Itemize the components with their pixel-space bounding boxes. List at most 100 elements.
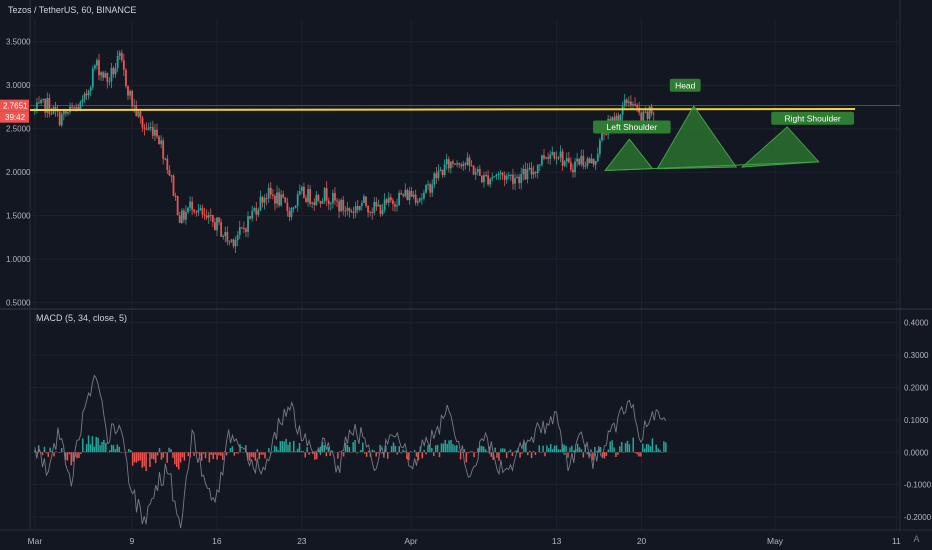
candle-body bbox=[220, 222, 223, 237]
candle-body bbox=[284, 197, 287, 203]
candle-body bbox=[226, 231, 229, 242]
time-tick-label: Apr bbox=[404, 536, 417, 546]
candle-body bbox=[414, 194, 417, 203]
candle-body bbox=[605, 134, 607, 136]
candle-body bbox=[290, 207, 293, 217]
candle-body bbox=[300, 186, 303, 191]
candle-body bbox=[50, 113, 53, 115]
candle-body bbox=[460, 164, 463, 167]
candle-body bbox=[584, 165, 587, 167]
candle-body bbox=[354, 206, 357, 213]
candle-body bbox=[209, 214, 212, 216]
candle-body bbox=[77, 107, 80, 111]
candle-body bbox=[205, 215, 208, 218]
candle-body bbox=[85, 93, 88, 96]
candle-body bbox=[462, 163, 465, 167]
candle-body bbox=[125, 69, 127, 87]
candle-body bbox=[522, 168, 525, 174]
candle-body bbox=[315, 194, 318, 205]
candle-body bbox=[640, 112, 643, 121]
candle-body bbox=[114, 68, 117, 75]
candle-body bbox=[327, 200, 330, 205]
candle-body bbox=[406, 189, 409, 200]
head-triangle[interactable] bbox=[656, 105, 738, 170]
candle-body bbox=[131, 90, 134, 107]
candle-body bbox=[182, 210, 185, 220]
candle-body bbox=[278, 192, 280, 206]
candle-body bbox=[623, 99, 626, 106]
candle-body bbox=[158, 136, 160, 145]
candle-body bbox=[230, 239, 233, 242]
candle-body bbox=[172, 175, 175, 196]
right-shoulder-label[interactable]: Right Shoulder bbox=[771, 111, 855, 125]
candle-body bbox=[532, 172, 535, 175]
candle-body bbox=[294, 205, 297, 208]
candle-body bbox=[116, 56, 119, 69]
candle-body bbox=[350, 211, 353, 213]
candle-body bbox=[642, 111, 645, 121]
candle-body bbox=[445, 159, 448, 165]
resistance-trendline[interactable] bbox=[29, 108, 856, 112]
candle-body bbox=[551, 152, 554, 155]
candle-body bbox=[520, 173, 523, 184]
candle-body bbox=[387, 197, 390, 203]
candle-body bbox=[418, 198, 421, 201]
candle-body bbox=[574, 161, 576, 173]
candle-body bbox=[303, 186, 305, 198]
symbol-title: Tezos / TetherUS, 60, BINANCE bbox=[8, 5, 137, 15]
candle-body bbox=[319, 200, 322, 204]
candle-body bbox=[549, 154, 552, 159]
right-shoulder-triangle[interactable] bbox=[740, 126, 820, 168]
candle-body bbox=[509, 174, 512, 176]
candle-body bbox=[232, 239, 235, 247]
candle-body bbox=[197, 210, 200, 213]
candle-body bbox=[276, 192, 278, 204]
candle-body bbox=[559, 151, 562, 158]
candle-body bbox=[214, 222, 216, 231]
macd-line bbox=[34, 374, 667, 529]
candle-body bbox=[464, 163, 467, 165]
price-tick-label: 3.5000 bbox=[6, 38, 31, 47]
left-shoulder-triangle[interactable] bbox=[604, 138, 654, 171]
candle-body bbox=[36, 102, 38, 110]
candle-body bbox=[271, 194, 274, 196]
candle-body bbox=[625, 99, 628, 104]
candle-body bbox=[195, 211, 198, 213]
candle-body bbox=[201, 208, 204, 215]
candle-body bbox=[379, 204, 382, 215]
candle-body bbox=[211, 215, 214, 223]
candle-body bbox=[365, 196, 367, 207]
candle-body bbox=[505, 175, 508, 180]
candle-body bbox=[449, 161, 452, 169]
auto-scale-icon[interactable]: A bbox=[913, 534, 920, 544]
candle-body bbox=[572, 169, 574, 173]
candle-body bbox=[514, 178, 516, 184]
candle-body bbox=[344, 210, 347, 212]
candle-body bbox=[648, 106, 651, 119]
macd-tick-label: 0.0000 bbox=[904, 448, 929, 457]
candle-body bbox=[274, 195, 276, 204]
time-tick-label: 16 bbox=[212, 536, 222, 546]
candle-body bbox=[145, 129, 148, 131]
candle-body bbox=[323, 188, 326, 202]
candle-body bbox=[495, 174, 498, 177]
countdown-badge bbox=[0, 111, 29, 123]
candle-body bbox=[507, 174, 510, 176]
candle-body bbox=[598, 140, 601, 155]
candle-body bbox=[87, 90, 90, 96]
candle-body bbox=[454, 163, 456, 165]
candle-body bbox=[617, 115, 620, 124]
candle-body bbox=[280, 194, 283, 206]
candle-body bbox=[170, 175, 173, 177]
macd-indicator-title[interactable]: MACD (5, 34, close, 5) bbox=[36, 313, 128, 323]
candle-body bbox=[110, 67, 113, 82]
candle-body bbox=[222, 235, 225, 237]
candle-body bbox=[153, 129, 156, 136]
candle-body bbox=[553, 152, 556, 159]
candle-body bbox=[377, 204, 380, 207]
candle-body bbox=[120, 52, 123, 61]
head-label[interactable]: Head bbox=[669, 78, 701, 92]
left-shoulder-label[interactable]: Left Shoulder bbox=[593, 120, 671, 134]
candle-body bbox=[524, 168, 527, 180]
